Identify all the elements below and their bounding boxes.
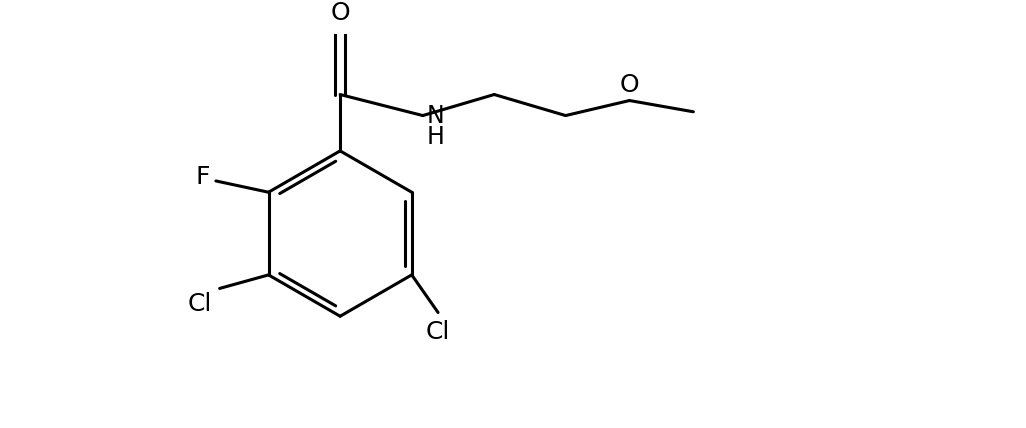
Text: N: N	[427, 104, 444, 128]
Text: Cl: Cl	[426, 320, 450, 344]
Text: O: O	[330, 1, 350, 25]
Text: O: O	[620, 73, 639, 97]
Text: H: H	[427, 125, 444, 149]
Text: Cl: Cl	[188, 292, 212, 316]
Text: F: F	[195, 165, 210, 189]
